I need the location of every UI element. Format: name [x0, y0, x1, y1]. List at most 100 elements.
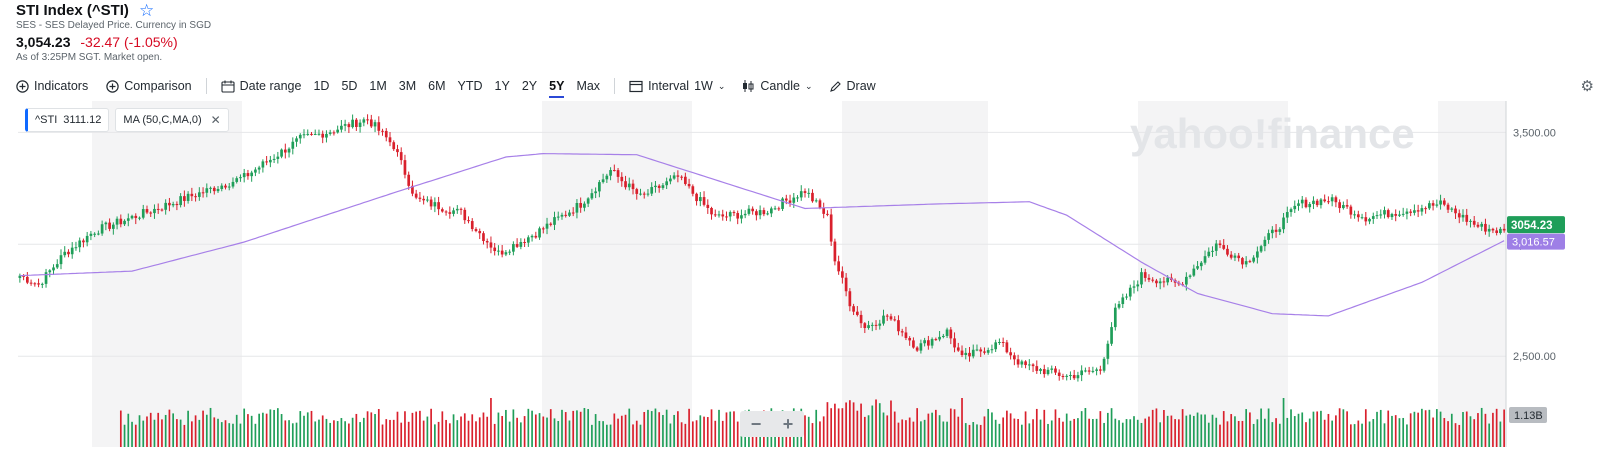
candle-body: [130, 215, 134, 219]
candle-body: [1368, 218, 1371, 222]
candle-body: [295, 138, 298, 142]
volume-bar: [1196, 412, 1199, 447]
plus-circle-icon: [106, 79, 119, 93]
volume-bar: [419, 410, 421, 447]
volume-bar: [1062, 421, 1064, 447]
candle-body: [755, 211, 758, 216]
volume-bar: [1226, 421, 1229, 447]
legend-symbol-value: 3111.12: [63, 114, 102, 126]
volume-bar: [591, 424, 593, 447]
candle-body: [1188, 275, 1192, 277]
candle-body: [1091, 370, 1095, 372]
candle-body: [971, 349, 975, 357]
volume-bar: [602, 421, 604, 447]
range-1d[interactable]: 1D: [313, 79, 330, 93]
candle-body: [194, 196, 197, 198]
volume-bar: [1316, 411, 1319, 447]
volume-bar: [819, 421, 821, 447]
candle-body: [175, 203, 179, 206]
candle-body: [698, 197, 702, 202]
volume-bar: [1002, 417, 1004, 447]
zoom-in-button[interactable]: +: [782, 413, 794, 434]
candle-body: [467, 220, 470, 222]
volume-bar: [217, 418, 219, 447]
volume-bar: [699, 415, 702, 447]
volume-bar: [250, 415, 253, 447]
candle-body: [1409, 211, 1413, 213]
volume-bar: [1398, 418, 1401, 447]
candle-body: [433, 202, 437, 207]
volume-bar: [1275, 418, 1277, 447]
candle-body: [1031, 364, 1035, 367]
volume-bar: [493, 423, 496, 447]
ma-value-tag: [1507, 233, 1565, 250]
candle-body: [1308, 204, 1312, 208]
volume-bar: [396, 411, 399, 447]
candle-body: [343, 124, 347, 126]
volume-bar: [729, 411, 732, 447]
candle-body: [1379, 214, 1383, 216]
volume-bar: [1495, 408, 1498, 447]
volume-bar: [605, 424, 608, 447]
volume-bar: [1267, 408, 1270, 447]
candle-body: [18, 275, 22, 278]
candle-body: [646, 193, 650, 195]
volume-bar: [220, 422, 223, 447]
volume-bar: [164, 414, 167, 447]
y-tick-label: 2,500.00: [1513, 351, 1556, 363]
chart-type-button[interactable]: Candle ⌄: [741, 79, 813, 93]
close-icon[interactable]: ✕: [210, 113, 221, 127]
candle-body: [669, 178, 672, 182]
candle-body: [994, 342, 998, 350]
comparison-button[interactable]: Comparison: [106, 79, 192, 93]
volume-tag: [1509, 407, 1547, 423]
range-2y[interactable]: 2Y: [521, 79, 538, 93]
price-chart[interactable]: 2,500.003,000.003,500.00yahoo!finance3,0…: [18, 101, 1600, 463]
legend-ma-chip[interactable]: MA (50,C,MA,0) ✕: [115, 108, 229, 132]
volume-bar: [647, 409, 649, 447]
legend-symbol-chip[interactable]: ^STI 3111.12: [25, 108, 110, 132]
zoom-out-button[interactable]: −: [750, 413, 762, 434]
candle-body: [1039, 369, 1042, 371]
range-ytd[interactable]: YTD: [457, 79, 483, 93]
candle-body: [676, 175, 680, 177]
candle-body: [407, 174, 411, 186]
range-1m[interactable]: 1M: [369, 79, 387, 93]
volume-bar: [146, 416, 148, 447]
volume-bar: [426, 416, 429, 447]
volume-bar: [400, 422, 403, 447]
volume-bar: [1095, 418, 1098, 447]
candle-body: [276, 156, 280, 159]
candle-body: [1297, 203, 1300, 206]
volume-bar: [1155, 408, 1158, 447]
range-1y[interactable]: 1Y: [494, 79, 510, 93]
volume-bar: [1409, 413, 1412, 447]
range-5d[interactable]: 5D: [341, 79, 358, 93]
draw-button[interactable]: Draw: [829, 79, 876, 93]
candle-body: [1132, 286, 1136, 288]
candle-body: [265, 161, 268, 163]
star-icon[interactable]: ☆: [138, 1, 155, 20]
watermark-logo: yahoo!finance: [1130, 110, 1415, 157]
range-5y[interactable]: 5Y: [549, 79, 565, 98]
volume-bar: [684, 423, 687, 447]
range-3m[interactable]: 3M: [398, 79, 417, 93]
indicators-button[interactable]: Indicators: [16, 79, 88, 93]
candle-body: [1345, 205, 1349, 207]
range-max[interactable]: Max: [576, 79, 601, 93]
range-6m[interactable]: 6M: [428, 79, 446, 93]
volume-bar: [482, 412, 485, 447]
volume-bar: [673, 414, 675, 447]
volume-bar: [262, 412, 264, 447]
candle-body: [631, 183, 635, 190]
interval-button[interactable]: Interval 1W ⌄: [629, 79, 725, 93]
volume-bar: [269, 409, 272, 447]
volume-bar: [1499, 421, 1502, 447]
candle-body: [1327, 201, 1330, 203]
volume-bar: [1020, 424, 1023, 447]
volume-bar: [258, 413, 260, 447]
date-range-button[interactable]: Date range: [221, 79, 301, 93]
gear-icon[interactable]: ⚙: [1580, 78, 1594, 95]
volume-bar: [920, 421, 922, 447]
candle-body: [717, 214, 721, 216]
